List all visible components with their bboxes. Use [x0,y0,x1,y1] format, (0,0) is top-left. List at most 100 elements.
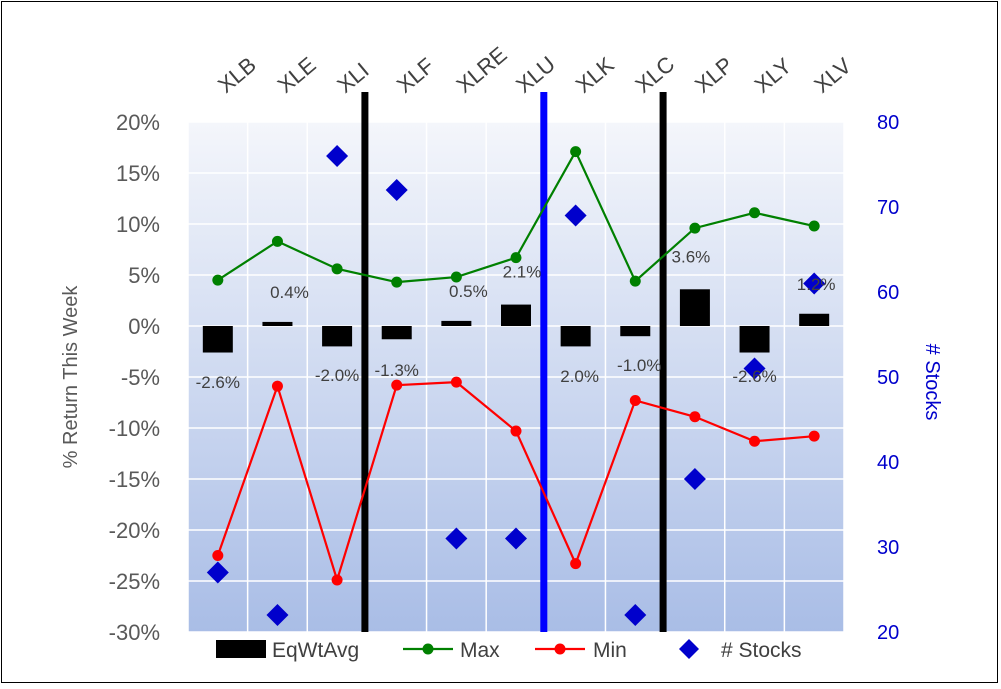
stocks-point [564,204,587,227]
y-tick-label: -5% [121,365,160,390]
stocks-point [326,145,349,167]
secondary-y-axis-title: # Stocks [921,344,943,421]
bar-data-label: 3.6% [672,247,711,266]
category-label: XLI [332,57,373,97]
max-point [450,271,462,283]
max-point [510,252,522,264]
max-point [212,274,224,286]
stocks-point [683,468,706,490]
min-point [510,425,522,437]
min-point [570,558,582,570]
eqwtavg-bar [322,326,353,347]
stocks-point [445,527,468,550]
legend-swatch-max-point [422,643,434,655]
category-label: XLV [809,53,856,98]
legend-label-stocks: # Stocks [721,639,802,662]
max-point [570,146,582,158]
bar-data-label: 2.1% [503,263,542,282]
eqwtavg-bar [262,321,293,326]
y2-tick-label: 20 [877,622,899,644]
eqwtavg-bar [560,326,591,347]
min-point [749,435,761,447]
y-tick-label: -25% [109,569,160,594]
max-point [331,263,343,275]
bar-data-label: -1.0% [617,356,661,375]
stocks-point [385,179,408,201]
max-point [629,275,641,287]
min-point [450,376,462,388]
bar-data-label: 0.4% [270,283,309,302]
min-point [212,550,224,561]
legend-label-min: Min [593,639,627,662]
bar-data-label: -2.6% [732,367,776,386]
y2-tick-label: 70 [877,197,899,219]
separator-lines [361,92,667,632]
min-point [331,574,343,586]
stocks-point [266,604,289,626]
category-label: XLC [630,51,679,98]
stocks-point [743,357,766,380]
bar-data-labels: -2.6% 0.4% -2.0% -1.3% 0.5% 2.1% 2.0% -1.0% 3.6%… [196,247,836,392]
category-label: XLY [750,53,797,98]
category-label: XLK [571,52,619,98]
y-tick-label: 15% [116,161,160,186]
eqwtavg-bar [202,326,233,353]
category-label: XLU [511,51,560,98]
bar-data-label: 2.0% [560,367,599,386]
eqwtavg-bar [679,289,710,326]
bar-data-label: -1.3% [375,361,419,380]
min-series [212,376,820,586]
y-tick-label: -15% [109,467,160,492]
legend-label-eqwtavg: EqWtAvg [272,639,359,662]
min-point [271,380,283,392]
stocks-point [206,561,229,584]
y-tick-label: -30% [109,620,160,645]
stocks-point [803,272,826,295]
stocks-point [624,604,647,626]
category-label: XLB [213,52,261,98]
y-tick-label: 0% [128,314,160,339]
y2-tick-label: 30 [877,537,899,559]
y-tick-label: -20% [109,518,160,543]
min-point [391,379,403,391]
category-label: XLP [690,52,738,98]
max-series [212,146,820,288]
y-tick-label: 5% [128,263,160,288]
legend-swatch-stocks [679,639,699,659]
secondary-y-axis-ticks: 80 70 60 50 40 30 20 [877,112,899,644]
legend-swatch-min-point [554,643,566,655]
eqwtavg-bars [202,289,830,353]
y-axis-ticks: 20% 15% 10% 5% 0% -5% -10% -15% -20% -25% -30% [109,110,160,645]
stocks-point [505,527,527,550]
legend: EqWtAvg Max Min # Stocks [216,639,802,662]
bar-data-label: 1.2% [797,275,836,294]
y-axis-title: % Return This Week [60,285,82,469]
max-point [391,276,403,288]
max-point [808,220,820,232]
eqwtavg-bar [441,320,472,326]
eqwtavg-bar [799,313,830,326]
category-label: XLE [273,52,321,98]
legend-label-max: Max [460,639,500,662]
eqwtavg-bar [739,326,770,353]
bar-data-label: -2.6% [196,373,240,392]
eqwtavg-bar [381,326,412,340]
stocks-series [206,145,826,626]
y-tick-label: 10% [116,212,160,237]
y2-tick-label: 50 [877,367,899,389]
y2-tick-label: 80 [877,112,899,134]
min-point [808,430,820,442]
y2-tick-label: 40 [877,452,899,474]
category-labels: XLB XLE XLI XLF XLRE XLU XLK XLC XLP XLY XLV [213,42,856,98]
bar-data-label: 0.5% [449,282,488,301]
eqwtavg-bar [620,326,651,337]
y-tick-label: 20% [116,110,160,135]
eqwtavg-bar [501,304,531,326]
max-point [749,207,761,219]
category-label: XLF [392,53,439,98]
min-point [689,411,701,423]
legend-swatch-eqwtavg [216,640,266,658]
y2-tick-label: 60 [877,282,899,304]
